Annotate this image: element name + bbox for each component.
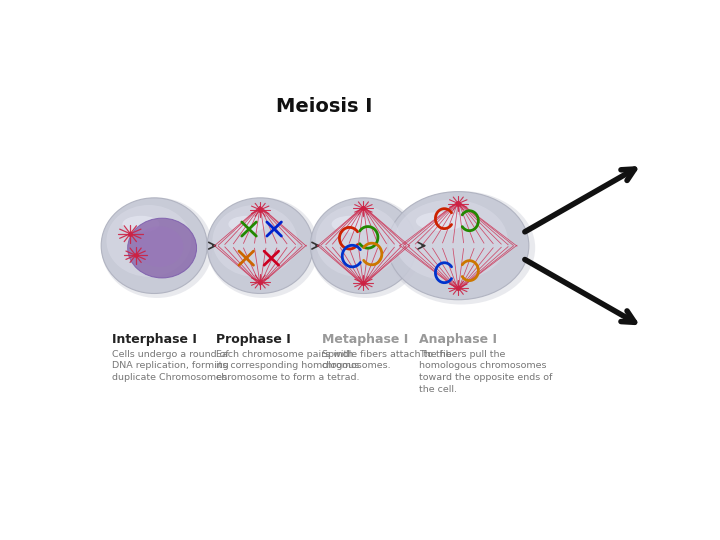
Ellipse shape [387, 191, 535, 305]
Ellipse shape [107, 205, 192, 277]
Ellipse shape [127, 218, 197, 278]
Ellipse shape [207, 198, 319, 298]
Text: Interphase I: Interphase I [112, 333, 197, 346]
Text: Meiosis I: Meiosis I [276, 97, 372, 116]
Text: The fibers pull the
homologous chromosomes
toward the opposite ends of
the cell.: The fibers pull the homologous chromosom… [419, 349, 552, 394]
Ellipse shape [395, 200, 508, 281]
Ellipse shape [102, 198, 207, 294]
Ellipse shape [315, 205, 400, 277]
Ellipse shape [310, 198, 422, 298]
Ellipse shape [228, 216, 266, 233]
Ellipse shape [102, 198, 212, 298]
Text: Spindle fibers attach to the
chromosomes.: Spindle fibers attach to the chromosomes… [322, 349, 451, 370]
Ellipse shape [310, 198, 416, 294]
Text: Anaphase I: Anaphase I [419, 333, 498, 346]
Text: Prophase I: Prophase I [215, 333, 290, 346]
Ellipse shape [332, 216, 369, 233]
Ellipse shape [122, 216, 159, 233]
Ellipse shape [387, 192, 529, 300]
Ellipse shape [135, 226, 184, 267]
Text: Metaphase I: Metaphase I [322, 333, 408, 346]
Ellipse shape [212, 205, 297, 277]
Ellipse shape [207, 198, 313, 294]
Text: Cells undergo a round of
DNA replication, forming
duplicate Chromosomes.: Cells undergo a round of DNA replication… [112, 349, 230, 382]
Ellipse shape [416, 212, 465, 231]
Text: Each chromosome pairs with
its corresponding homologous
chromosome to form a tet: Each chromosome pairs with its correspon… [215, 349, 359, 382]
